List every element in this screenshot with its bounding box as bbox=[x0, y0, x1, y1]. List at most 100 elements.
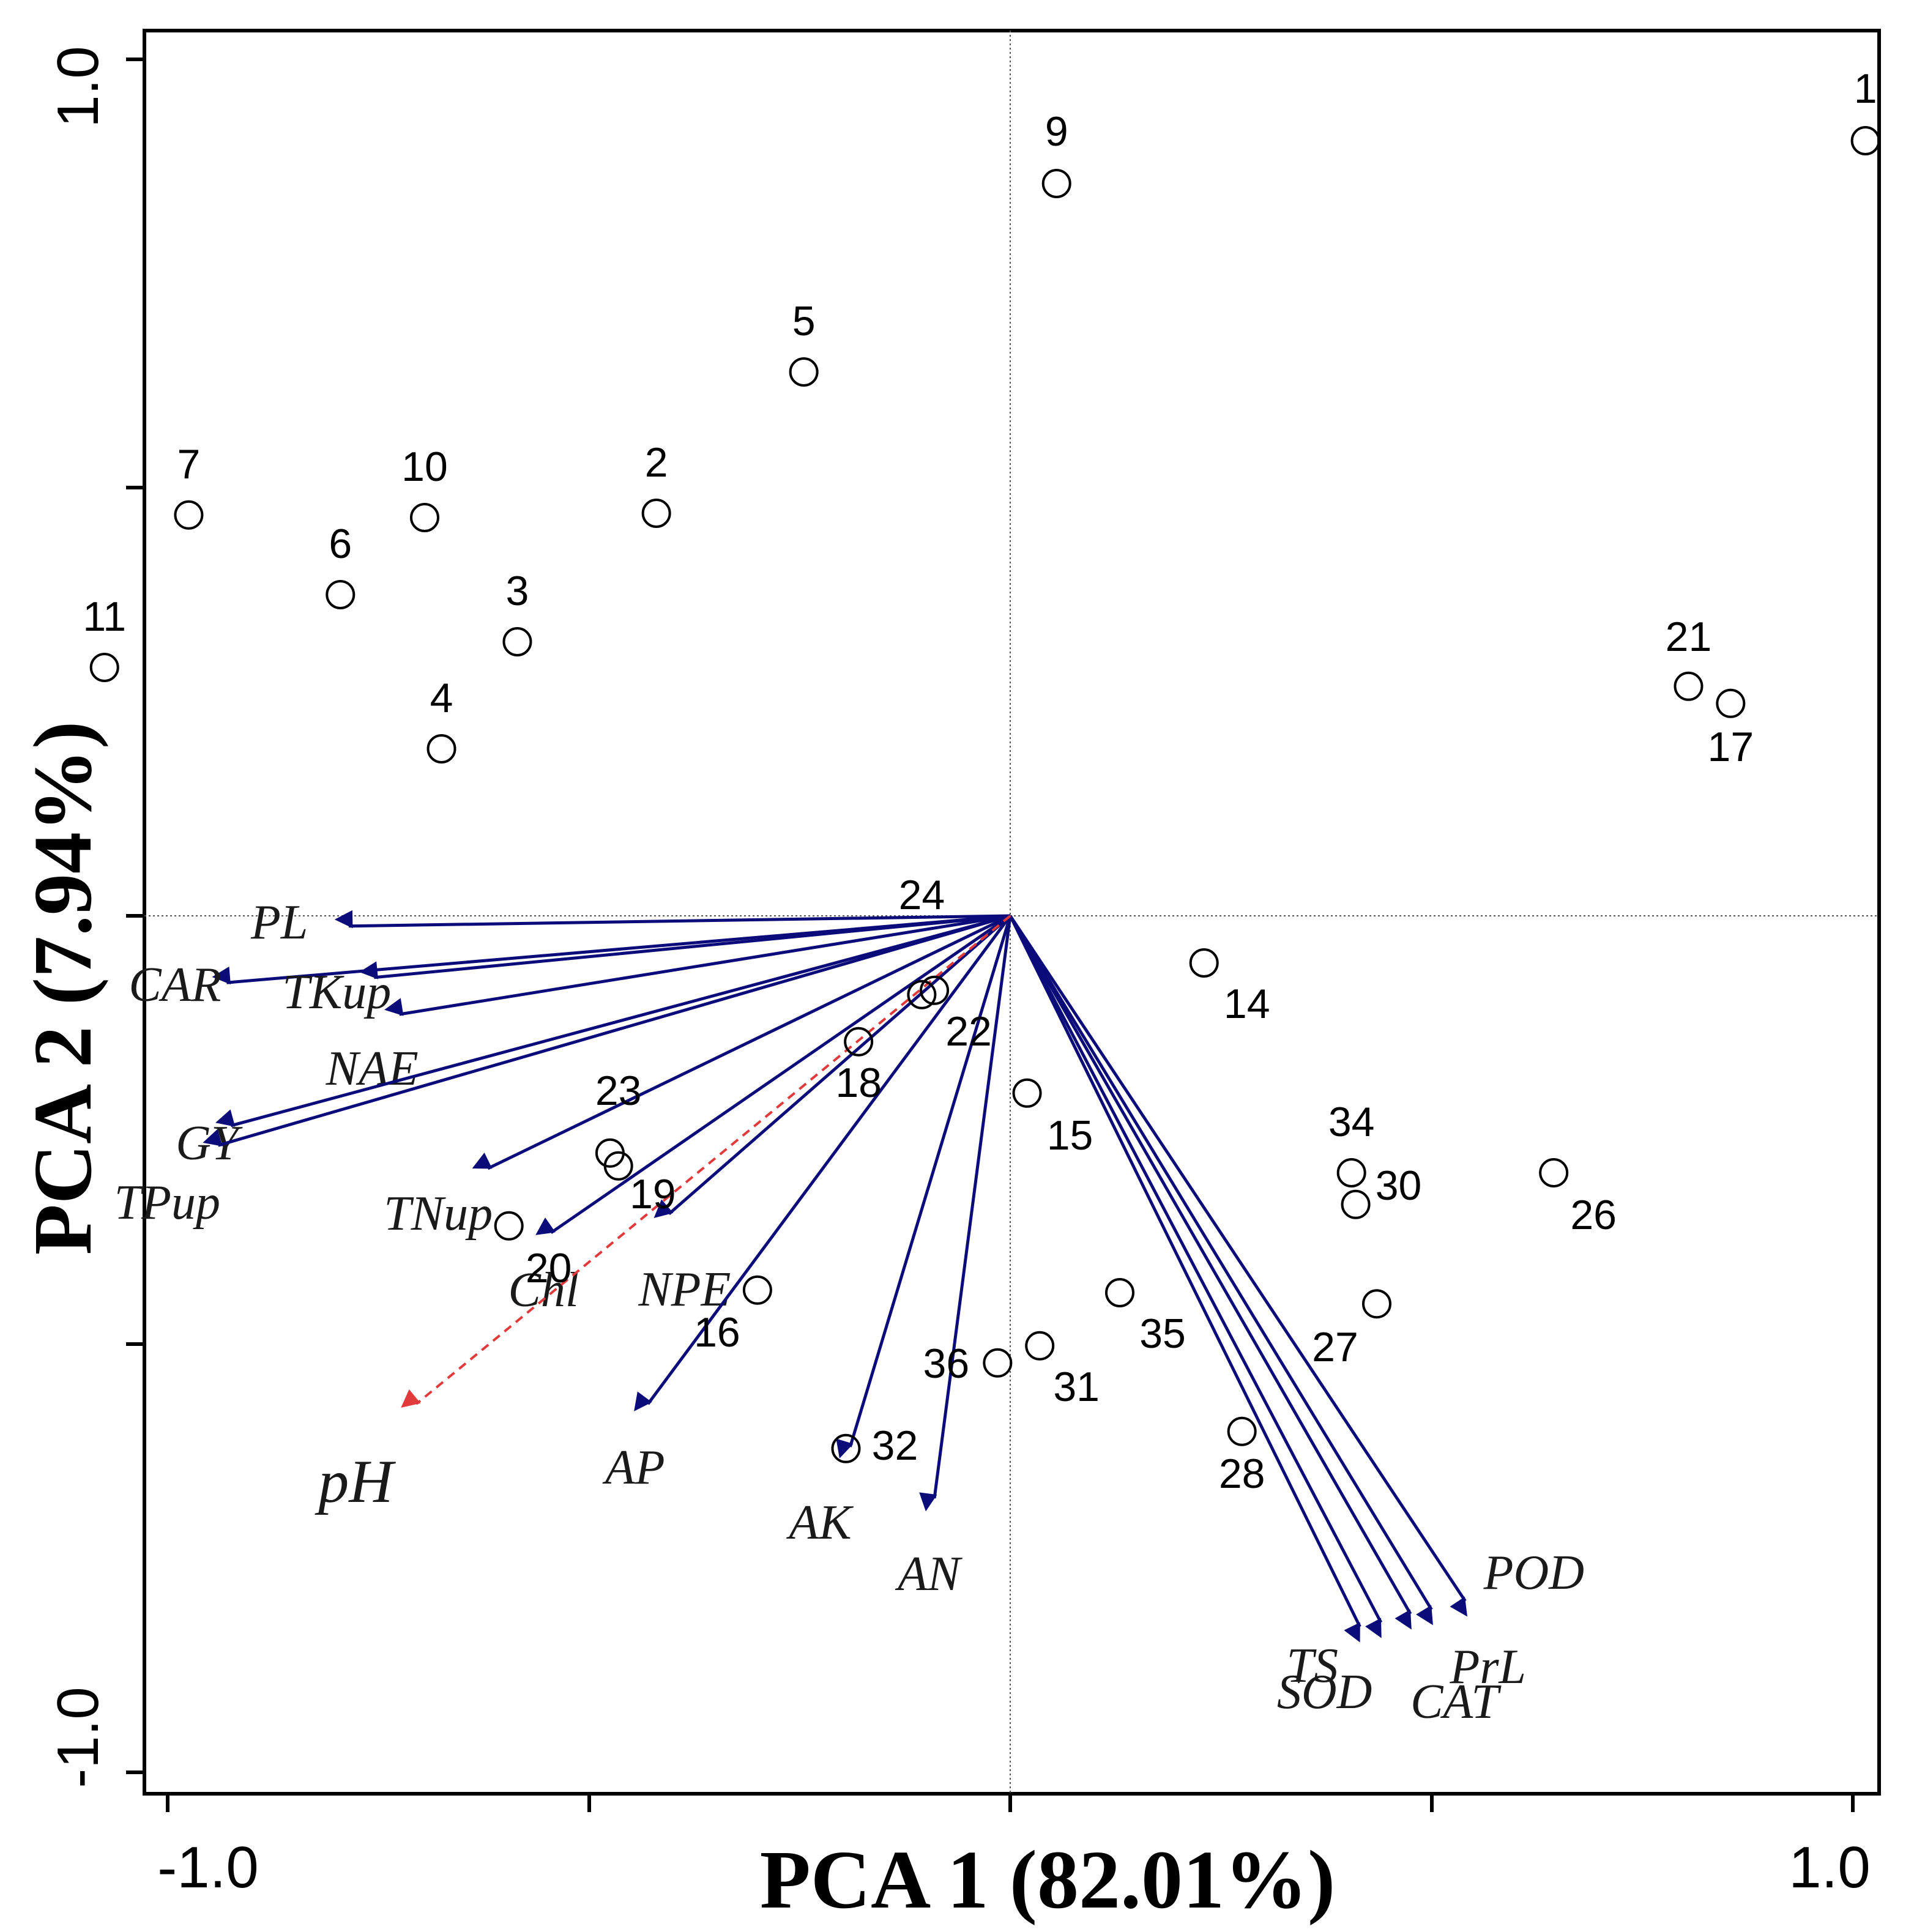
sample-point-17 bbox=[1716, 688, 1746, 718]
sample-point-23 bbox=[603, 1151, 633, 1181]
arrow-ap bbox=[634, 915, 1012, 1411]
arrow-label-chl: Chl bbox=[508, 1263, 579, 1317]
arrow-label-sod: SOD bbox=[1277, 1665, 1372, 1719]
arrow-ts bbox=[1008, 915, 1361, 1643]
arrow-ph bbox=[401, 915, 1011, 1408]
arrow-pl bbox=[334, 910, 1011, 929]
arrow-ak bbox=[836, 915, 1012, 1458]
sample-point-6 bbox=[326, 580, 356, 609]
sample-label-16: 16 bbox=[694, 1309, 740, 1356]
arrow-prl bbox=[1008, 915, 1433, 1625]
sample-point-36 bbox=[983, 1348, 1013, 1378]
sample-label-28: 28 bbox=[1219, 1451, 1265, 1497]
arrow-label-an: AN bbox=[895, 1547, 963, 1601]
y-tick-label-max: 1.0 bbox=[45, 46, 111, 127]
arrow-label-pod: POD bbox=[1483, 1546, 1584, 1600]
arrow-cat bbox=[1008, 915, 1412, 1630]
y-tick-label-min: -1.0 bbox=[45, 1687, 111, 1788]
sample-points: 1234567891011121314151617181920212223242… bbox=[83, 65, 1880, 1497]
arrow-label-ap: AP bbox=[602, 1441, 665, 1495]
arrow-nae bbox=[384, 914, 1011, 1016]
arrow-label-prl: PrL bbox=[1450, 1640, 1527, 1694]
arrow-tpup bbox=[203, 914, 1011, 1147]
sample-label-35: 35 bbox=[1139, 1310, 1186, 1357]
sample-point-2 bbox=[641, 499, 671, 528]
arrow-label-cat: CAT bbox=[1410, 1675, 1502, 1729]
sample-point-26 bbox=[1539, 1158, 1569, 1187]
sample-label-7: 7 bbox=[177, 441, 201, 488]
sample-point-7 bbox=[174, 500, 204, 530]
sample-label-4: 4 bbox=[430, 675, 453, 721]
arrow-tkup bbox=[359, 914, 1011, 979]
sample-point-14 bbox=[1189, 948, 1219, 978]
sample-label-26: 26 bbox=[1570, 1192, 1617, 1238]
sample-point-16 bbox=[742, 1275, 772, 1305]
sample-point-11 bbox=[89, 653, 119, 682]
sample-point-3 bbox=[502, 627, 532, 656]
arrow-label-ak: AK bbox=[786, 1496, 854, 1550]
y-axis-title: PCA 2 (7.94%) bbox=[17, 721, 109, 1255]
sample-point-20 bbox=[494, 1211, 524, 1241]
sample-label-14: 14 bbox=[1224, 981, 1270, 1027]
y-axis-ticks bbox=[126, 58, 144, 1774]
sample-label-5: 5 bbox=[792, 298, 816, 344]
arrow-an bbox=[919, 915, 1012, 1512]
sample-label-15: 15 bbox=[1047, 1112, 1093, 1159]
sample-label-9: 9 bbox=[1045, 108, 1068, 155]
sample-point-22 bbox=[920, 975, 950, 1005]
sample-label-36: 36 bbox=[923, 1340, 970, 1387]
sample-label-31: 31 bbox=[1053, 1364, 1100, 1410]
sample-label-20: 20 bbox=[526, 1245, 572, 1291]
sample-label-27: 27 bbox=[1312, 1324, 1358, 1370]
sample-label-11: 11 bbox=[83, 593, 126, 640]
sample-point-21 bbox=[1674, 671, 1704, 701]
x-axis-title: PCA 1 (82.01%) bbox=[760, 1834, 1336, 1926]
arrow-label-tpup: TPup bbox=[114, 1176, 220, 1230]
sample-point-34 bbox=[1336, 1158, 1366, 1187]
sample-label-2: 2 bbox=[645, 439, 668, 486]
sample-point-18 bbox=[844, 1027, 874, 1057]
arrow-label-car: CAR bbox=[128, 958, 221, 1012]
sample-label-19: 19 bbox=[630, 1171, 676, 1217]
arrow-pod bbox=[1008, 915, 1468, 1617]
sample-label-30: 30 bbox=[1376, 1162, 1422, 1209]
sample-label-10: 10 bbox=[401, 444, 448, 490]
arrow-label-ph: pH bbox=[315, 1447, 396, 1515]
x-tick-label-max: 1.0 bbox=[1789, 1835, 1870, 1900]
sample-label-21: 21 bbox=[1666, 614, 1712, 660]
sample-label-3: 3 bbox=[506, 568, 529, 614]
sample-label-22: 22 bbox=[945, 1008, 992, 1055]
arrow-tnup bbox=[472, 914, 1011, 1170]
x-axis-ticks bbox=[166, 1794, 1855, 1812]
arrow-label-tnup: TNup bbox=[384, 1187, 493, 1241]
sample-label-23: 23 bbox=[595, 1068, 642, 1114]
sample-point-4 bbox=[426, 734, 456, 764]
arrow-label-gy: GY bbox=[176, 1116, 243, 1170]
sample-point-31 bbox=[1025, 1331, 1055, 1361]
arrow-sod bbox=[1008, 915, 1383, 1638]
sample-label-34: 34 bbox=[1328, 1099, 1375, 1145]
sample-point-5 bbox=[789, 357, 819, 387]
sample-point-9 bbox=[1041, 169, 1071, 198]
sample-point-28 bbox=[1227, 1416, 1257, 1446]
arrow-gy bbox=[215, 914, 1011, 1128]
sample-label-17: 17 bbox=[1708, 724, 1754, 770]
arrow-label-ts: TS bbox=[1286, 1639, 1338, 1693]
arrow-chl bbox=[535, 914, 1011, 1235]
arrow-label-npe: NPE bbox=[638, 1263, 731, 1317]
x-tick-label-min: -1.0 bbox=[157, 1835, 258, 1900]
arrow-npe bbox=[654, 915, 1011, 1218]
sample-label-24: 24 bbox=[899, 872, 945, 918]
sample-point-24 bbox=[907, 979, 937, 1009]
sample-label-18: 18 bbox=[835, 1060, 882, 1106]
sample-label-32: 32 bbox=[872, 1422, 918, 1469]
arrow-label-tkup: TKup bbox=[282, 965, 391, 1019]
sample-point-1 bbox=[1850, 126, 1880, 155]
sample-point-27 bbox=[1361, 1289, 1391, 1319]
sample-label-6: 6 bbox=[329, 521, 352, 567]
plot-frame bbox=[143, 29, 1881, 1796]
sample-point-32 bbox=[831, 1433, 861, 1463]
sample-label-1: 1 bbox=[1854, 65, 1877, 112]
